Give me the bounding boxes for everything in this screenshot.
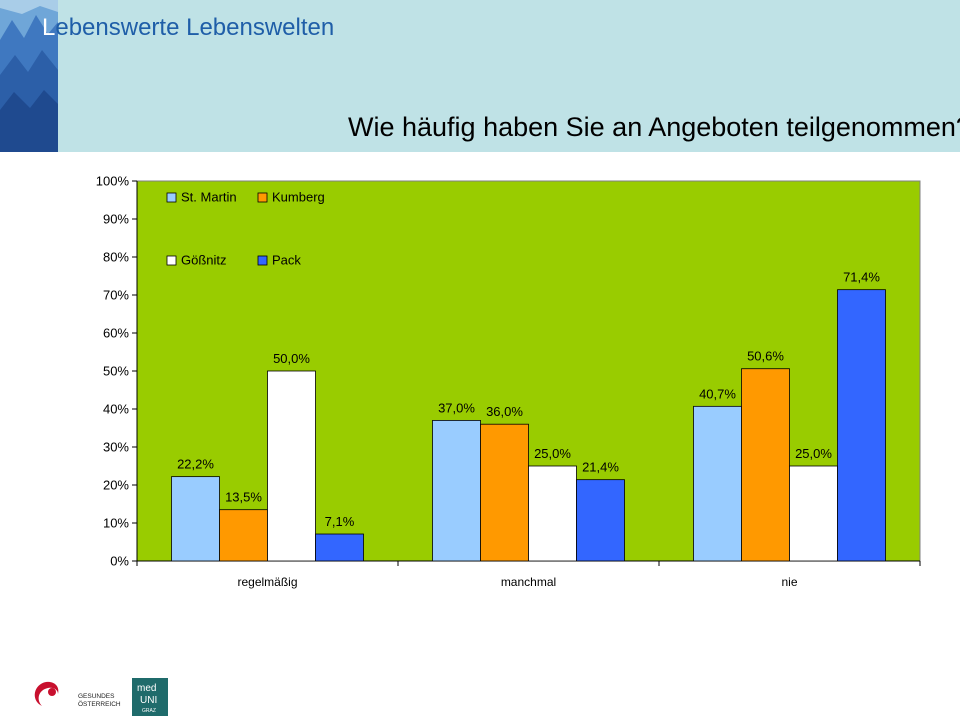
meduni-background (132, 678, 168, 716)
legend-swatch (166, 255, 177, 266)
meduni-graz-logo: med UNI GRAZ (132, 678, 168, 716)
legend: St. Martin Kumberg Gößnitz Pack (166, 190, 325, 268)
bar (219, 509, 268, 562)
data-label: 40,7% (699, 386, 736, 401)
data-label: 7,1% (325, 514, 355, 529)
y-tick-label: 70% (103, 288, 129, 303)
brand-title-first-letter: L (42, 14, 56, 41)
y-tick-label: 0% (110, 554, 129, 569)
gesundes-oesterreich-swoosh-icon (34, 681, 59, 706)
data-label: 13,5% (225, 490, 262, 505)
mountain-decoration-icon (0, 0, 58, 152)
legend-label: Kumberg (272, 190, 325, 205)
gesundes-line2: ÖSTERREICH (78, 700, 121, 708)
bar (789, 465, 838, 562)
y-tick-label: 60% (103, 326, 129, 341)
x-tick-label: manchmal (501, 575, 556, 589)
page-title: Wie häufig haben Sie an Angeboten teilge… (348, 112, 960, 142)
data-label: 37,0% (438, 400, 475, 415)
legend-label: Pack (272, 253, 301, 268)
brand-title: Lebenswerte Lebenswelten (42, 14, 334, 42)
data-label: 25,0% (534, 446, 571, 461)
legend-swatch (257, 255, 268, 266)
y-tick-label: 90% (103, 212, 129, 227)
meduni-line3: GRAZ (142, 708, 156, 714)
data-label: 50,0% (273, 351, 310, 366)
logos: GESUNDES ÖSTERREICH med UNI GRAZ (34, 678, 168, 716)
y-tick-label: 50% (103, 364, 129, 379)
legend-swatch (166, 192, 177, 203)
data-label: 25,0% (795, 446, 832, 461)
legend-label: Gößnitz (181, 253, 227, 268)
meduni-line1: med (137, 683, 156, 694)
brand-title-rest: ebenswerte Lebenswelten (55, 14, 335, 41)
data-label: 22,2% (177, 457, 214, 472)
y-tick-label: 80% (103, 250, 129, 265)
y-tick-label: 10% (103, 516, 129, 531)
y-tick-label: 20% (103, 478, 129, 493)
bar (267, 370, 316, 562)
bar (480, 423, 529, 562)
meduni-line2: UNI (140, 695, 157, 706)
y-axis: 0% 10% 20% 30% 40% 50% 60% 70% 80% 90% 100% (96, 174, 138, 569)
bar (432, 419, 481, 562)
legend-swatch (257, 192, 268, 203)
bar (315, 533, 364, 562)
y-tick-label: 40% (103, 402, 129, 417)
bar (528, 465, 577, 562)
bar (741, 368, 790, 562)
x-tick-label: nie (781, 575, 797, 589)
bar (693, 405, 742, 562)
y-tick-label: 30% (103, 440, 129, 455)
data-label: 21,4% (582, 460, 619, 475)
data-label: 36,0% (486, 404, 523, 419)
bar (837, 289, 886, 562)
x-tick-label: regelmäßig (237, 575, 297, 589)
gesundes-oesterreich-logo: GESUNDES ÖSTERREICH (34, 681, 121, 708)
bar (171, 476, 220, 562)
data-label: 50,6% (747, 349, 784, 364)
gesundes-line1: GESUNDES (78, 693, 115, 700)
y-tick-label: 100% (96, 174, 130, 189)
gesundes-oesterreich-figure-icon (48, 688, 56, 696)
data-label: 71,4% (843, 270, 880, 285)
bar-chart: 0% 10% 20% 30% 40% 50% 60% 70% 80% 90% 100% regelm… (96, 174, 921, 589)
bars: 22,2% 37,0% 40,7% 13,5% 36,0% 50,6% 50,0% 25,0%… (171, 270, 886, 562)
header-band (0, 0, 960, 152)
x-axis: regelmäßig manchmal nie (136, 560, 921, 589)
bar (576, 479, 625, 562)
legend-label: St. Martin (181, 190, 237, 205)
